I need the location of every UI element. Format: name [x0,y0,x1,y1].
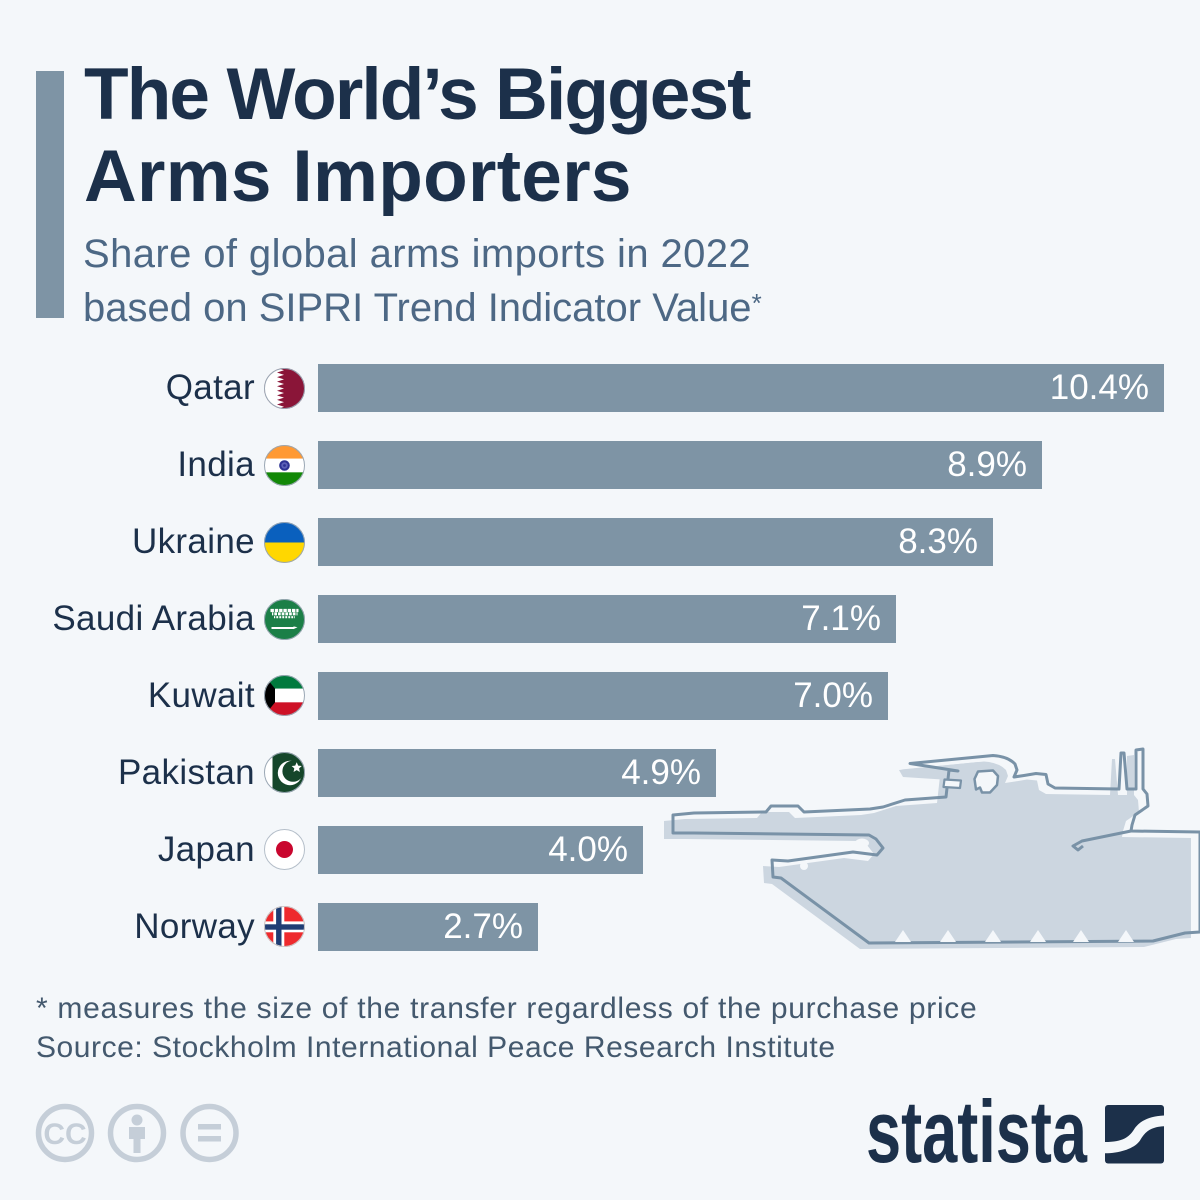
svg-text:statista: statista [866,1096,1088,1176]
svg-text:CC: CC [43,1118,86,1151]
